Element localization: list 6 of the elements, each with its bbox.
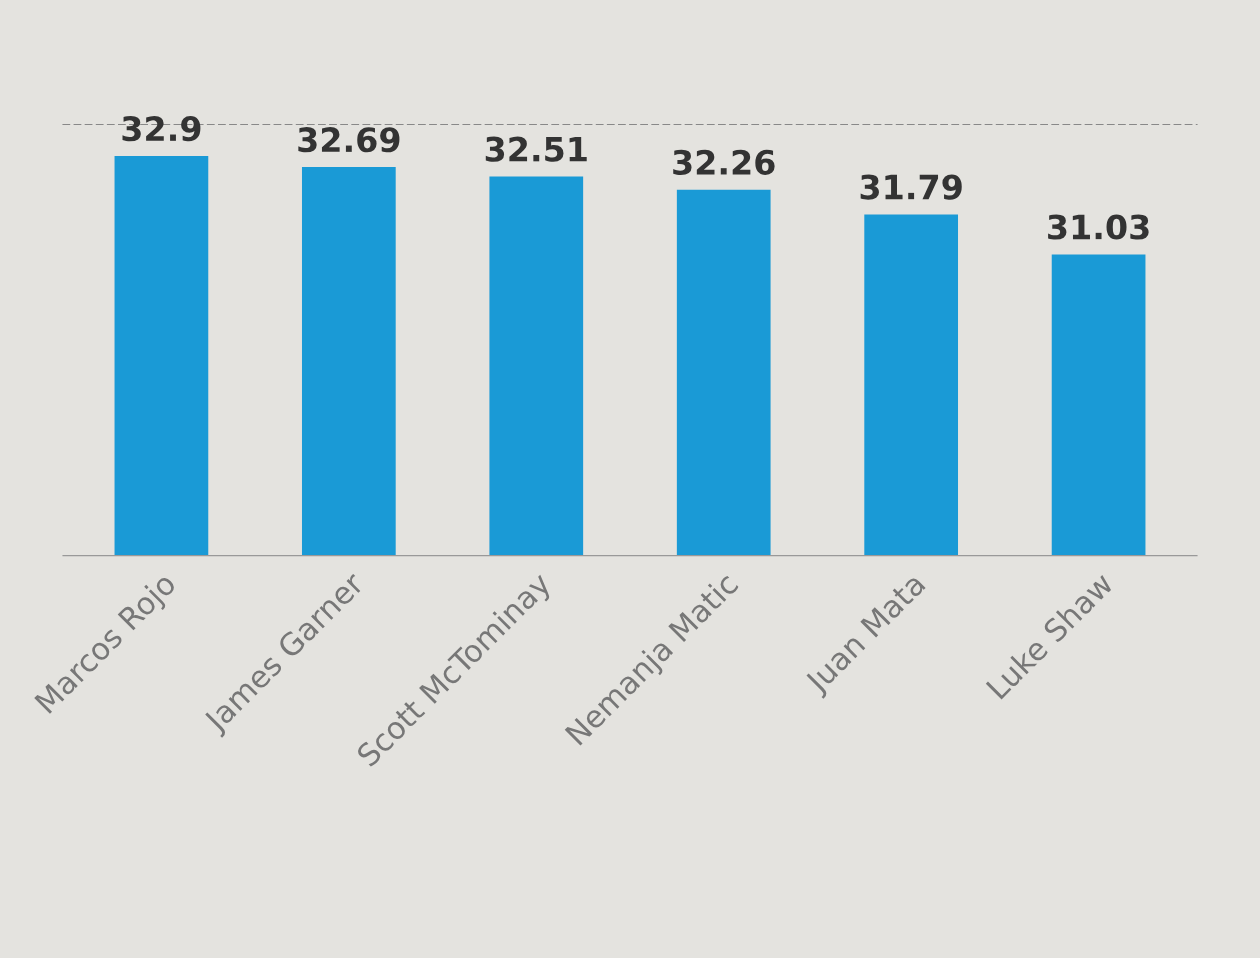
data-label: 32.26 bbox=[673, 149, 775, 175]
data-label: 32.9 bbox=[122, 116, 201, 142]
data-label: 32.51 bbox=[485, 136, 587, 162]
data-label: 31.03 bbox=[1048, 214, 1149, 240]
data-label: 31.79 bbox=[860, 174, 962, 200]
data-label: 32.69 bbox=[298, 127, 400, 153]
